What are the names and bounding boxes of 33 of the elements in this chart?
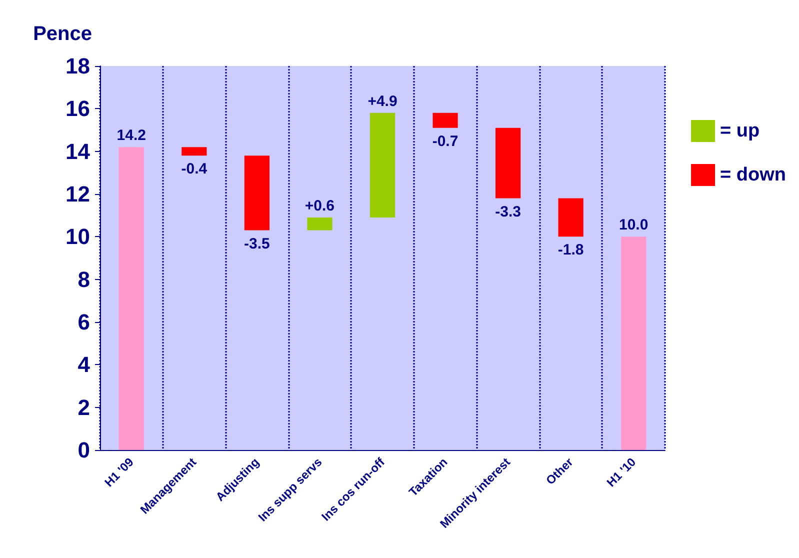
bar bbox=[118, 147, 144, 450]
data-label: +4.9 bbox=[368, 92, 398, 110]
x-tick-label: H1 '10 bbox=[604, 454, 639, 490]
y-axis-title: Pence bbox=[33, 23, 92, 45]
y-tick-label: 6 bbox=[78, 310, 90, 334]
bar bbox=[182, 147, 207, 156]
bar bbox=[432, 112, 458, 128]
data-label: -0.4 bbox=[181, 160, 208, 178]
y-tick-label: 18 bbox=[66, 54, 90, 78]
y-tick-label: 12 bbox=[66, 182, 90, 206]
bar bbox=[558, 198, 584, 237]
data-label: 14.2 bbox=[116, 127, 146, 144]
y-tick-label: 14 bbox=[66, 138, 91, 164]
bar bbox=[496, 128, 521, 198]
legend-label: = down bbox=[720, 164, 786, 186]
y-tick-label: 4 bbox=[78, 352, 91, 378]
legend-label: = up bbox=[720, 120, 760, 142]
bar bbox=[244, 156, 270, 230]
y-tick-label: 8 bbox=[78, 266, 90, 292]
x-tick-label: H1 '09 bbox=[102, 454, 137, 490]
data-label: -3.5 bbox=[244, 235, 270, 252]
y-tick-label: 10 bbox=[66, 224, 90, 250]
data-label: -3.3 bbox=[495, 203, 521, 220]
bar bbox=[621, 236, 646, 450]
y-tick-label: 0 bbox=[78, 438, 90, 462]
data-label: 10.0 bbox=[619, 216, 648, 234]
data-label: +0.6 bbox=[304, 197, 335, 214]
data-label: -0.7 bbox=[432, 132, 458, 150]
data-label: -1.8 bbox=[558, 242, 584, 259]
bar bbox=[307, 217, 332, 230]
y-tick-label: 16 bbox=[66, 96, 90, 122]
bar bbox=[370, 112, 396, 218]
y-tick-label: 2 bbox=[78, 394, 90, 420]
